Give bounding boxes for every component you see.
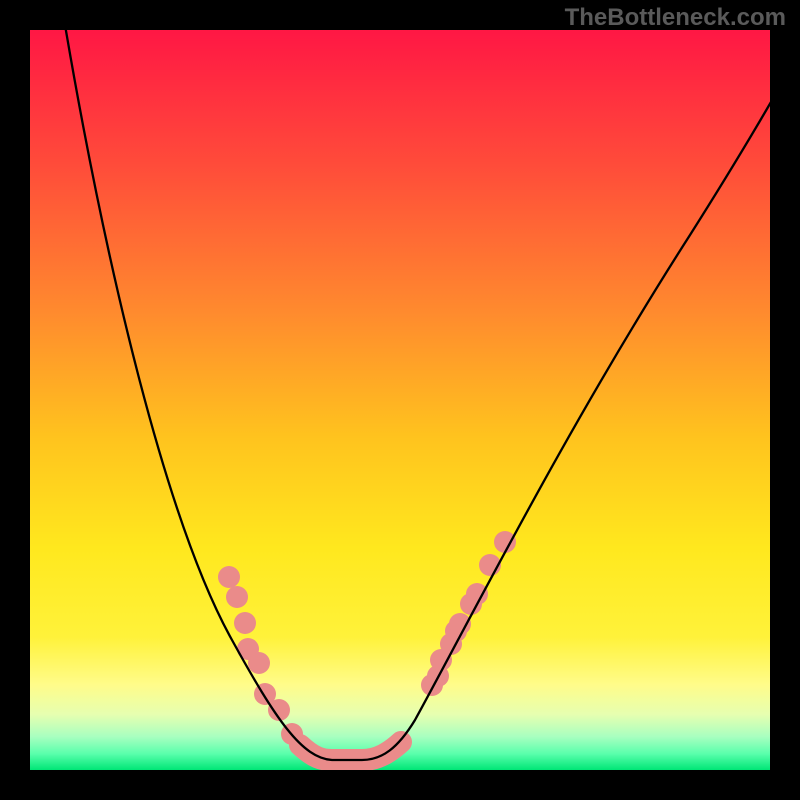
watermark-text: TheBottleneck.com — [565, 4, 786, 32]
data-marker — [226, 586, 248, 608]
bottleneck-chart — [0, 0, 800, 800]
gradient-background — [30, 30, 770, 770]
data-marker — [248, 652, 270, 674]
data-marker — [218, 566, 240, 588]
data-marker — [234, 612, 256, 634]
data-marker — [466, 583, 488, 605]
data-marker — [494, 531, 516, 553]
